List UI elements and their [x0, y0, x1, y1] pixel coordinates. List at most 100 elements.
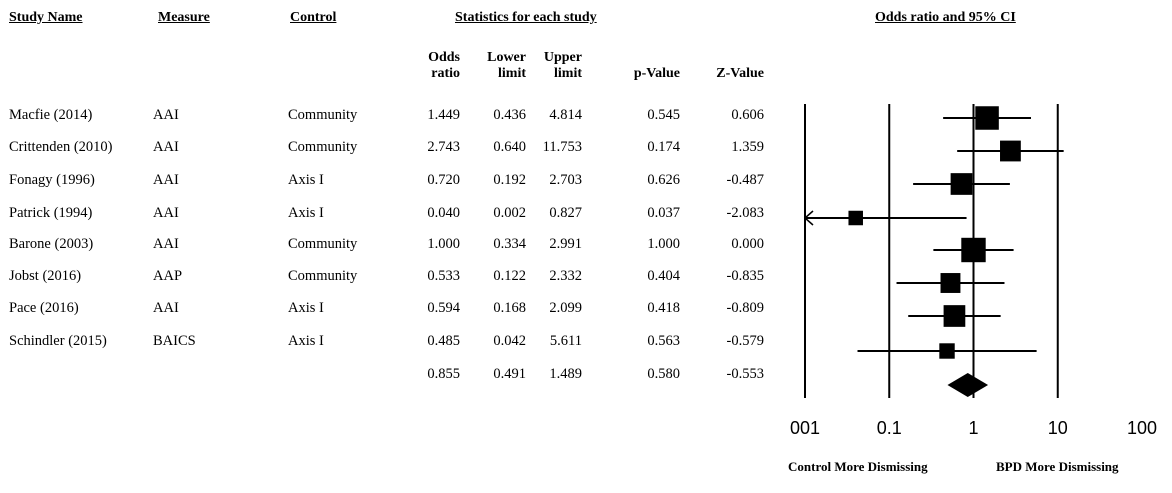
- cell-measure: AAI: [153, 107, 179, 123]
- cell-z: 0.606: [731, 107, 764, 123]
- cell-lower: 0.491: [493, 366, 526, 382]
- cell-p: 0.174: [647, 139, 680, 155]
- cell-or: 0.533: [427, 268, 460, 284]
- point-estimate-square: [848, 210, 863, 226]
- cell-study: Barone (2003): [9, 236, 94, 252]
- cell-measure: AAI: [153, 205, 179, 221]
- cell-or: 2.743: [427, 139, 460, 155]
- cell-z: -0.553: [726, 366, 764, 382]
- cell-z: -0.809: [726, 300, 764, 316]
- cell-upper: 2.332: [549, 268, 582, 284]
- x-tick-label: 001: [789, 418, 821, 438]
- cell-measure: AAI: [153, 300, 179, 316]
- cell-or: 0.855: [427, 366, 460, 382]
- header-statistics: Statistics for each study: [455, 10, 597, 25]
- cell-p: 1.000: [647, 236, 680, 252]
- cell-z: 1.359: [731, 139, 764, 155]
- cell-lower: 0.192: [493, 172, 526, 188]
- point-estimate-square: [940, 273, 961, 293]
- footer-bpd-more-dismissing: BPD More Dismissing: [996, 459, 1119, 474]
- x-tick-label: 1: [968, 418, 979, 438]
- cell-measure: AAI: [153, 139, 179, 155]
- cell-measure: AAI: [153, 236, 179, 252]
- cell-p: 0.545: [647, 107, 680, 123]
- cell-control: Community: [288, 236, 358, 252]
- cell-measure: AAI: [153, 172, 179, 188]
- x-tick-label: 100: [1126, 418, 1158, 438]
- subheader-upper-line1: Upper: [543, 50, 582, 65]
- cell-or: 0.040: [427, 205, 460, 221]
- subheader-lower-line2: limit: [498, 66, 526, 81]
- cell-p: 0.580: [647, 366, 680, 382]
- cell-or: 1.449: [427, 107, 460, 123]
- point-estimate-square: [1000, 140, 1021, 162]
- cell-p: 0.404: [647, 268, 680, 284]
- cell-control: Axis I: [288, 300, 324, 316]
- cell-control: Community: [288, 107, 358, 123]
- cell-measure: AAP: [153, 268, 183, 284]
- point-estimate-square: [950, 173, 973, 195]
- subheader-odds-ratio: Odds ratio: [400, 50, 460, 82]
- cell-upper: 5.611: [549, 333, 582, 349]
- cell-study: Jobst (2016): [9, 268, 82, 284]
- cell-lower: 0.640: [493, 139, 526, 155]
- cell-upper: 11.753: [542, 139, 582, 155]
- cell-or: 0.720: [427, 172, 460, 188]
- cell-upper: 1.489: [549, 366, 582, 382]
- cell-measure: BAICS: [153, 333, 196, 349]
- cell-lower: 0.334: [493, 236, 526, 252]
- cell-upper: 4.814: [549, 107, 582, 123]
- point-estimate-square: [939, 343, 955, 359]
- x-tick-label: 10: [1047, 418, 1068, 438]
- cell-control: Axis I: [288, 172, 324, 188]
- subheader-upper-line2: limit: [554, 66, 582, 81]
- cell-or: 0.485: [427, 333, 460, 349]
- subheader-lower-line1: Lower: [487, 50, 526, 65]
- cell-control: Axis I: [288, 333, 324, 349]
- cell-z: -2.083: [726, 205, 764, 221]
- x-tick-label: 0.1: [876, 418, 902, 438]
- point-estimate-square: [961, 237, 986, 263]
- cell-study: Patrick (1994): [9, 205, 93, 221]
- cell-lower: 0.436: [493, 107, 526, 123]
- cell-study: Fonagy (1996): [9, 172, 95, 188]
- header-odds-ratio-ci: Odds ratio and 95% CI: [875, 10, 1016, 25]
- cell-p: 0.037: [647, 205, 680, 221]
- cell-upper: 2.703: [549, 172, 582, 188]
- header-study-name: Study Name: [9, 10, 83, 25]
- cell-control: Axis I: [288, 205, 324, 221]
- cell-z: -0.835: [726, 268, 764, 284]
- cell-or: 0.594: [427, 300, 460, 316]
- cell-study: Macfie (2014): [9, 107, 93, 123]
- point-estimate-square: [975, 106, 999, 130]
- subheader-z-value: Z-Value: [716, 66, 764, 81]
- cell-lower: 0.042: [493, 333, 526, 349]
- cell-z: -0.487: [726, 172, 764, 188]
- cell-p: 0.418: [647, 300, 680, 316]
- cell-z: -0.579: [726, 333, 764, 349]
- header-control: Control: [290, 10, 337, 25]
- cell-or: 1.000: [427, 236, 460, 252]
- subheader-upper-limit: Upper limit: [522, 50, 582, 82]
- footer-control-more-dismissing: Control More Dismissing: [788, 459, 928, 474]
- cell-upper: 2.099: [549, 300, 582, 316]
- cell-study: Pace (2016): [9, 300, 79, 316]
- header-measure: Measure: [158, 10, 210, 25]
- subheader-odds-ratio-line1: Odds: [428, 50, 460, 65]
- cell-lower: 0.002: [493, 205, 526, 221]
- cell-lower: 0.122: [493, 268, 526, 284]
- point-estimate-square: [943, 305, 966, 327]
- cell-control: Community: [288, 139, 358, 155]
- cell-p: 0.626: [647, 172, 680, 188]
- subheader-p-value: p-Value: [633, 66, 680, 81]
- cell-p: 0.563: [647, 333, 680, 349]
- subheader-odds-ratio-line2: ratio: [431, 66, 460, 81]
- ci-arrow: [803, 210, 814, 226]
- cell-study: Crittenden (2010): [9, 139, 113, 155]
- cell-upper: 2.991: [549, 236, 582, 252]
- cell-study: Schindler (2015): [9, 333, 107, 349]
- cell-upper: 0.827: [549, 205, 582, 221]
- cell-control: Community: [288, 268, 358, 284]
- subheader-lower-limit: Lower limit: [466, 50, 526, 82]
